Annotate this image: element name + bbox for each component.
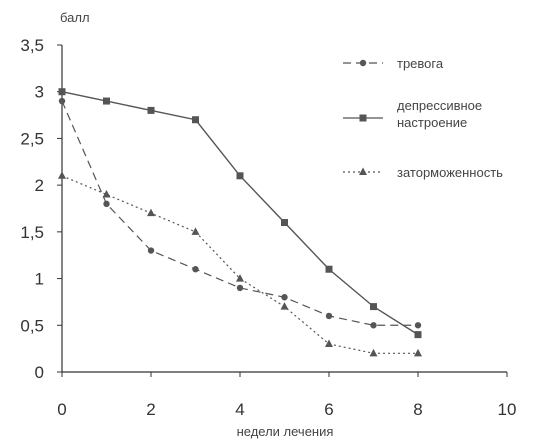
- legend-label: тревога: [397, 56, 444, 71]
- data-point: [325, 312, 333, 320]
- y-tick-label: 2,5: [20, 129, 44, 148]
- data-point: [103, 97, 110, 105]
- x-axis-label: недели лечения: [237, 424, 334, 439]
- y-tick-label: 3: [35, 83, 44, 102]
- data-point: [325, 339, 333, 347]
- x-tick-label: 0: [57, 400, 66, 419]
- y-tick-label: 3,5: [20, 36, 44, 55]
- data-point: [147, 106, 155, 114]
- data-point: [58, 97, 66, 105]
- data-point: [414, 322, 422, 329]
- data-point: [370, 303, 377, 311]
- y-tick-label: 0,5: [20, 316, 44, 335]
- data-point: [192, 116, 199, 124]
- data-point: [58, 88, 66, 96]
- y-tick-label: 1,5: [20, 223, 44, 242]
- data-point: [102, 189, 111, 198]
- data-point: [281, 219, 288, 227]
- data-point: [236, 274, 244, 282]
- x-tick-label: 2: [146, 400, 155, 419]
- series-trevoga: [58, 97, 422, 329]
- data-point: [281, 294, 288, 301]
- data-point: [103, 200, 110, 208]
- legend-item-depressivnoe: депрессивное настроение: [343, 98, 482, 130]
- series-zatormozhennost: [58, 171, 422, 357]
- legend-marker: [359, 59, 367, 67]
- x-tick-label: 4: [235, 400, 244, 419]
- series-line: [61, 100, 418, 326]
- data-point: [325, 265, 333, 273]
- x-tick-label: 10: [498, 400, 517, 419]
- series-line: [61, 175, 418, 354]
- legend-label: заторможенность: [397, 165, 503, 180]
- data-point: [414, 331, 422, 339]
- data-point: [414, 348, 422, 357]
- y-tick-label: 0: [35, 363, 44, 382]
- axes: 0 0,5 1 1,5 2 2,5 3 3,5 0 2 4 6 8 10: [20, 36, 516, 419]
- series-depressivnoe: [58, 88, 422, 339]
- data-point: [370, 322, 377, 329]
- legend-label: депрессивное: [397, 98, 482, 113]
- data-point: [147, 247, 155, 254]
- legend-label: настроение: [397, 115, 467, 130]
- data-point: [192, 266, 199, 273]
- data-point: [236, 172, 244, 180]
- data-point: [369, 348, 378, 357]
- data-point: [58, 171, 66, 179]
- y-tick-label: 1: [35, 270, 44, 289]
- data-point: [236, 284, 244, 292]
- data-point: [191, 227, 200, 235]
- y-axis-label: балл: [60, 10, 90, 25]
- legend-marker: [359, 167, 367, 175]
- legend-item-zatormozhennost: заторможенность: [343, 165, 503, 180]
- legend-marker: [359, 114, 367, 122]
- y-tick-label: 2: [35, 176, 44, 195]
- legend-item-trevoga: тревога: [343, 56, 444, 71]
- data-point: [147, 208, 155, 217]
- x-tick-label: 8: [413, 400, 422, 419]
- series-layer: [58, 88, 422, 357]
- x-tick-label: 6: [324, 400, 333, 419]
- legend: тревога депрессивное настроение заторможенн…: [343, 56, 503, 180]
- data-point: [280, 302, 289, 310]
